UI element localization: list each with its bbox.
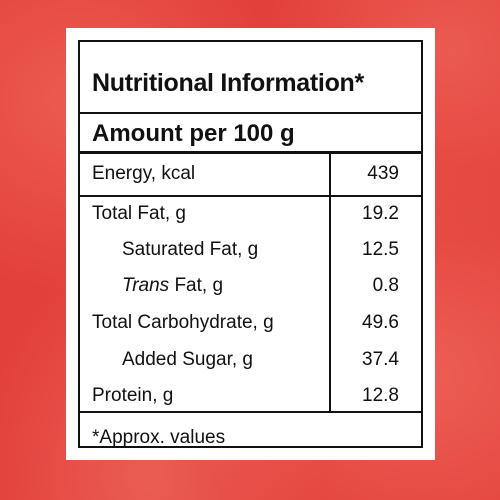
row-value: 37.4 (362, 349, 399, 370)
row-label: Energy, kcal (92, 163, 196, 184)
row-value: 49.6 (362, 312, 399, 333)
title-row: Nutritional Information* (80, 42, 421, 114)
amount-row: Amount per 100 g (80, 114, 421, 154)
table-title: Nutritional Information* (92, 69, 364, 97)
row-label: Protein, g (92, 385, 174, 406)
row-value: 12.8 (362, 385, 399, 406)
row-label: Trans Fat, g (122, 275, 223, 297)
row-value: 12.5 (362, 239, 399, 260)
nutrition-table: Nutritional Information* Amount per 100 … (78, 40, 423, 448)
row-value: 439 (367, 163, 399, 184)
row-divider (80, 195, 421, 197)
row-label: Saturated Fat, g (122, 239, 259, 260)
row-value: 0.8 (372, 275, 399, 296)
row-divider (80, 411, 421, 413)
row-label: Total Carbohydrate, g (92, 312, 274, 333)
row-value: 19.2 (362, 203, 399, 224)
nutrition-panel-background (66, 28, 435, 460)
row-label-rest: Fat, g (169, 275, 224, 296)
row-label: Added Sugar, g (122, 349, 253, 370)
footnote: *Approx. values (92, 427, 226, 448)
row-label: Total Fat, g (92, 203, 186, 224)
amount-header: Amount per 100 g (92, 120, 295, 147)
column-divider (329, 154, 331, 412)
row-label-italic: Trans (122, 275, 170, 296)
